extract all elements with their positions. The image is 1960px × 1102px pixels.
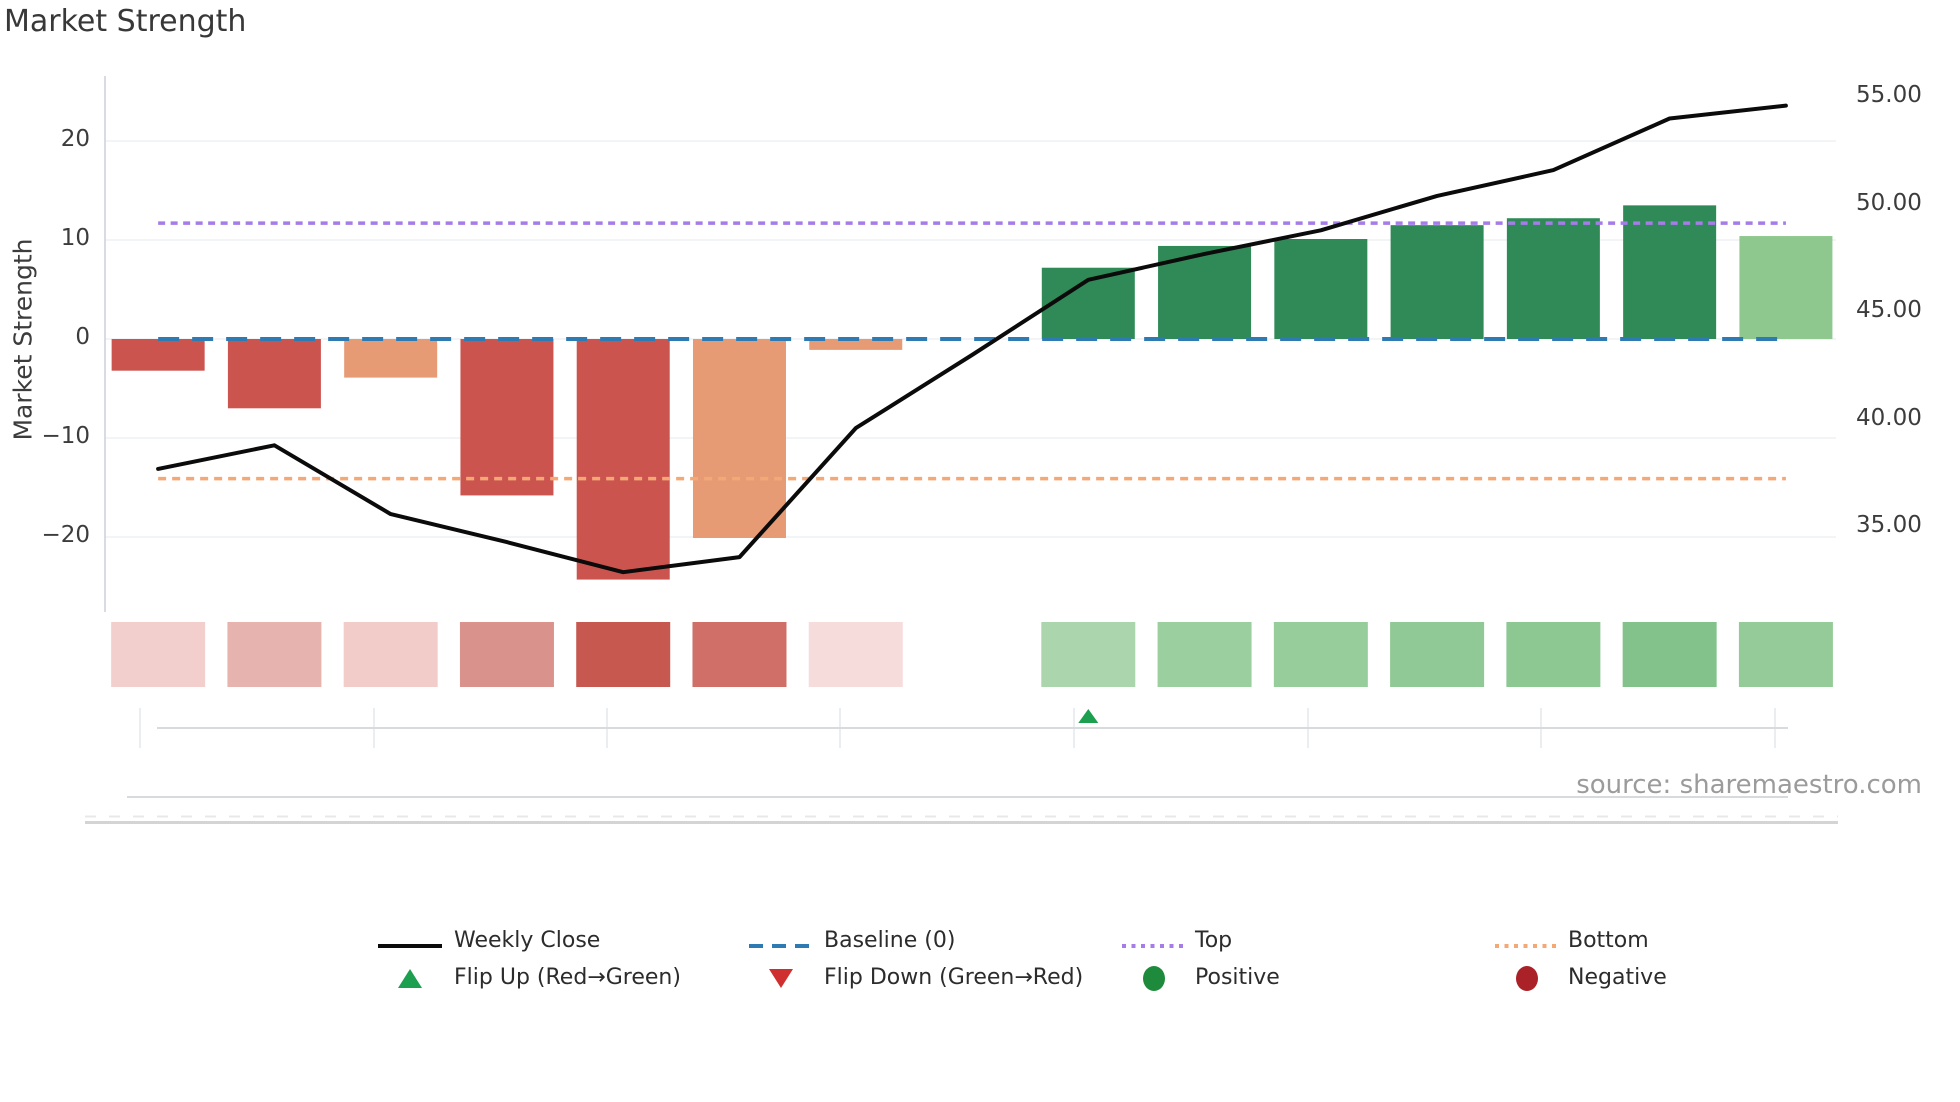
circle-marker-icon xyxy=(1143,965,1165,991)
heatmap-cell xyxy=(111,622,206,687)
legend-swatch-bottom xyxy=(1495,936,1559,948)
legend-item-bottom: Bottom xyxy=(1568,928,1649,953)
heatmap-cell xyxy=(1390,622,1485,687)
legend-item-positive: Positive xyxy=(1195,965,1280,990)
heatmap-cell xyxy=(459,622,554,687)
legend-item-negative: Negative xyxy=(1568,965,1667,990)
left-tick-label: −20 xyxy=(41,522,90,548)
legend-item-top: Top xyxy=(1195,928,1233,953)
heatmap-cell xyxy=(343,622,438,687)
source-attribution: source: sharemaestro.com xyxy=(1576,770,1922,800)
right-tick-label: 45.00 xyxy=(1856,297,1922,323)
heatmap-cell xyxy=(692,622,787,687)
circle-marker-icon xyxy=(1516,965,1538,991)
triangle-down-icon xyxy=(768,968,793,988)
strength-bar xyxy=(460,339,554,496)
strength-bar xyxy=(576,339,670,580)
strength-bar xyxy=(692,339,786,538)
heatmap-cell xyxy=(1738,622,1833,687)
legend-item-flip-up-red-green: Flip Up (Red→Green) xyxy=(454,965,681,990)
legend-swatch-top xyxy=(1122,936,1186,948)
heatmap-cell xyxy=(808,622,903,687)
strength-bar xyxy=(1623,205,1717,339)
right-tick-label: 35.00 xyxy=(1856,512,1922,538)
right-tick-label: 55.00 xyxy=(1856,82,1922,108)
left-tick-label: 20 xyxy=(60,126,90,152)
strength-bar xyxy=(1274,239,1368,339)
heatmap-cell xyxy=(1041,622,1136,687)
strength-bar xyxy=(1390,225,1484,339)
dotted-swatch-icon xyxy=(1122,944,1186,948)
legend-item-baseline-0: Baseline (0) xyxy=(824,928,956,953)
heatmap-cell xyxy=(1273,622,1368,687)
strength-bar xyxy=(227,339,321,409)
dashed-swatch-icon xyxy=(748,944,813,948)
flip-up-marker xyxy=(1078,709,1099,723)
strength-bar xyxy=(1506,218,1600,339)
chart-title: Market Strength xyxy=(4,4,247,39)
legend-item-weekly-close: Weekly Close xyxy=(454,928,601,953)
dotted-swatch-icon xyxy=(1495,944,1559,948)
heatmap-cell xyxy=(227,622,322,687)
line-swatch-icon xyxy=(377,944,442,948)
triangle-up-icon xyxy=(397,968,422,988)
left-tick-label: 10 xyxy=(60,225,90,251)
right-tick-label: 40.00 xyxy=(1856,404,1922,431)
left-tick-label: 0 xyxy=(75,324,90,350)
heatmap-cell xyxy=(1506,622,1601,687)
strength-bar xyxy=(809,339,903,350)
left-tick-label: −10 xyxy=(41,423,90,449)
heatmap-cell xyxy=(576,622,671,687)
right-tick-label: 50.00 xyxy=(1856,189,1922,216)
strength-bar xyxy=(344,339,438,378)
heatmap-cell xyxy=(1622,622,1717,687)
strength-bar xyxy=(111,339,205,371)
legend-swatch-baseline-0 xyxy=(748,936,813,948)
strength-bar xyxy=(1739,236,1833,339)
heatmap-cell xyxy=(1157,622,1252,687)
weekly-close-line xyxy=(156,103,1788,575)
legend-item-flip-down-green-red: Flip Down (Green→Red) xyxy=(824,965,1084,990)
legend-swatch-weekly-close xyxy=(377,936,442,948)
